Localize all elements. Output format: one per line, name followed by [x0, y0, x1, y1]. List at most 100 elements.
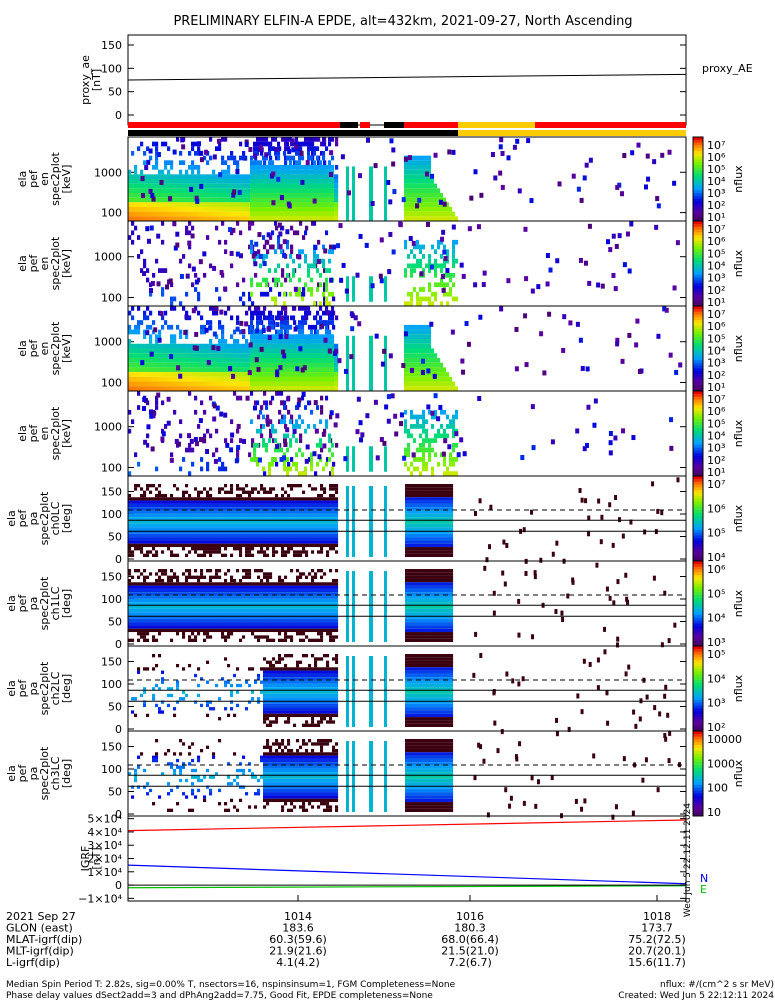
pitch-angle-cell	[194, 507, 198, 511]
spectrum-cell	[437, 202, 441, 207]
spectrum-cell	[256, 202, 260, 207]
spectrum-cell	[434, 376, 438, 382]
spectrum-cell	[319, 202, 323, 207]
spectrum-cell	[404, 428, 408, 434]
spectrum-cell	[268, 160, 272, 165]
spectrum-cell	[328, 320, 332, 325]
spectrum-cell	[434, 409, 438, 415]
spectrum-cell	[179, 183, 183, 189]
pitch-angle-cell	[221, 517, 225, 521]
spectrum-cell	[307, 343, 311, 349]
spectrum-cell	[295, 183, 299, 189]
spectrum-cell	[161, 221, 165, 226]
spectrum-cell	[440, 193, 444, 198]
spectrum-cell	[131, 183, 135, 189]
pitch-angle-cell	[158, 493, 162, 498]
colorbar-tick-label: 10⁶	[707, 151, 726, 164]
spectrum-speck	[205, 448, 210, 454]
pitch-angle-cell	[158, 484, 162, 488]
spectrum-cell	[143, 310, 147, 316]
spectrum-cell	[437, 197, 441, 203]
spectrum-speck	[194, 441, 199, 447]
spectrum-cell	[449, 277, 453, 283]
pitch-angle-cell	[209, 517, 213, 521]
spectrum-cell	[253, 207, 257, 212]
panel-ylabel: pef	[27, 424, 40, 443]
pitch-angle-cell	[167, 507, 171, 511]
spectrum-cell	[146, 433, 150, 439]
pitch-angle-cell	[212, 513, 216, 518]
spectrum-cell	[428, 188, 432, 193]
pitch-angle-cell	[239, 497, 243, 501]
spectrum-cell	[298, 414, 302, 420]
pitch-angle-cell	[131, 523, 135, 528]
spectrum-cell	[286, 155, 290, 161]
pitch-angle-cell	[191, 533, 195, 538]
pitch-angle-cell	[221, 500, 225, 504]
spectrum-cell	[262, 438, 266, 443]
spectrum-cell	[197, 211, 201, 217]
spectrum-speck	[499, 137, 504, 143]
spectrum-speck	[378, 273, 383, 279]
spectrum-speck	[408, 236, 413, 242]
pitch-angle-cell	[194, 537, 198, 541]
pitch-angle-cell	[206, 520, 210, 524]
spectrum-cell	[313, 151, 317, 156]
spectrum-cell	[200, 193, 204, 198]
spectrum-cell	[140, 202, 144, 207]
spectrum-cell	[263, 291, 267, 297]
pitch-angle-cell	[236, 507, 240, 511]
pitch-angle-cell	[245, 510, 249, 514]
spectrum-cell	[325, 324, 329, 330]
pitch-angle-cell	[191, 510, 195, 514]
spectrum-cell	[431, 291, 435, 297]
spectrum-cell	[286, 165, 290, 170]
pitch-angle-cell	[227, 500, 231, 504]
spectrum-cell	[143, 179, 147, 184]
spectrum-cell	[268, 202, 272, 207]
spectrum-cell	[410, 249, 414, 255]
spectrum-cell	[328, 457, 332, 462]
pitch-angle-cell	[128, 503, 132, 508]
spectrum-cell	[152, 207, 156, 212]
spectrum-cell	[143, 381, 147, 387]
spectrum-speck	[305, 444, 310, 450]
spectrum-cell	[322, 155, 326, 161]
spectrum-cell	[170, 334, 174, 340]
spectrum-cell	[158, 174, 162, 179]
spectrum-cell	[307, 287, 311, 292]
spectrum-cell	[152, 320, 156, 325]
spectrum-speck	[189, 186, 194, 192]
pitch-angle-cell	[239, 530, 243, 534]
spectrum-cell	[449, 287, 453, 292]
spectrum-cell	[277, 155, 281, 161]
spectrum-cell	[155, 207, 159, 212]
spectrum-cell	[313, 381, 317, 387]
spectrum-cell	[176, 381, 180, 387]
pitch-angle-cell	[149, 500, 153, 504]
spectrum-cell	[425, 202, 429, 207]
spectrum-cell	[137, 235, 141, 240]
spectrum-cell	[260, 424, 264, 429]
spectrum-cell	[301, 348, 305, 354]
pitch-angle-cell	[137, 484, 141, 488]
spectrum-cell	[283, 362, 287, 368]
spectrum-cell	[200, 362, 204, 368]
spectrum-cell	[316, 197, 320, 203]
pitch-angle-cell	[134, 500, 138, 504]
chart-title: PRELIMINARY ELFIN-A EPDE, alt=432km, 202…	[173, 14, 632, 29]
spectrum-cell	[325, 419, 329, 425]
spectrum-cell	[158, 376, 162, 382]
spectrum-cell	[431, 381, 435, 387]
spectrum-speck	[426, 404, 431, 410]
pitch-angle-cell	[131, 503, 135, 508]
colorbar-segment	[693, 207, 703, 211]
spectrum-cell	[259, 428, 263, 434]
spectrum-cell	[203, 433, 207, 439]
spectrum-cell	[317, 239, 321, 245]
spectrum-cell	[203, 376, 207, 382]
spectrum-speck	[441, 229, 446, 235]
spectrum-cell	[335, 376, 339, 382]
pitch-angle-cell	[134, 484, 138, 488]
spectrum-cell	[230, 376, 234, 382]
